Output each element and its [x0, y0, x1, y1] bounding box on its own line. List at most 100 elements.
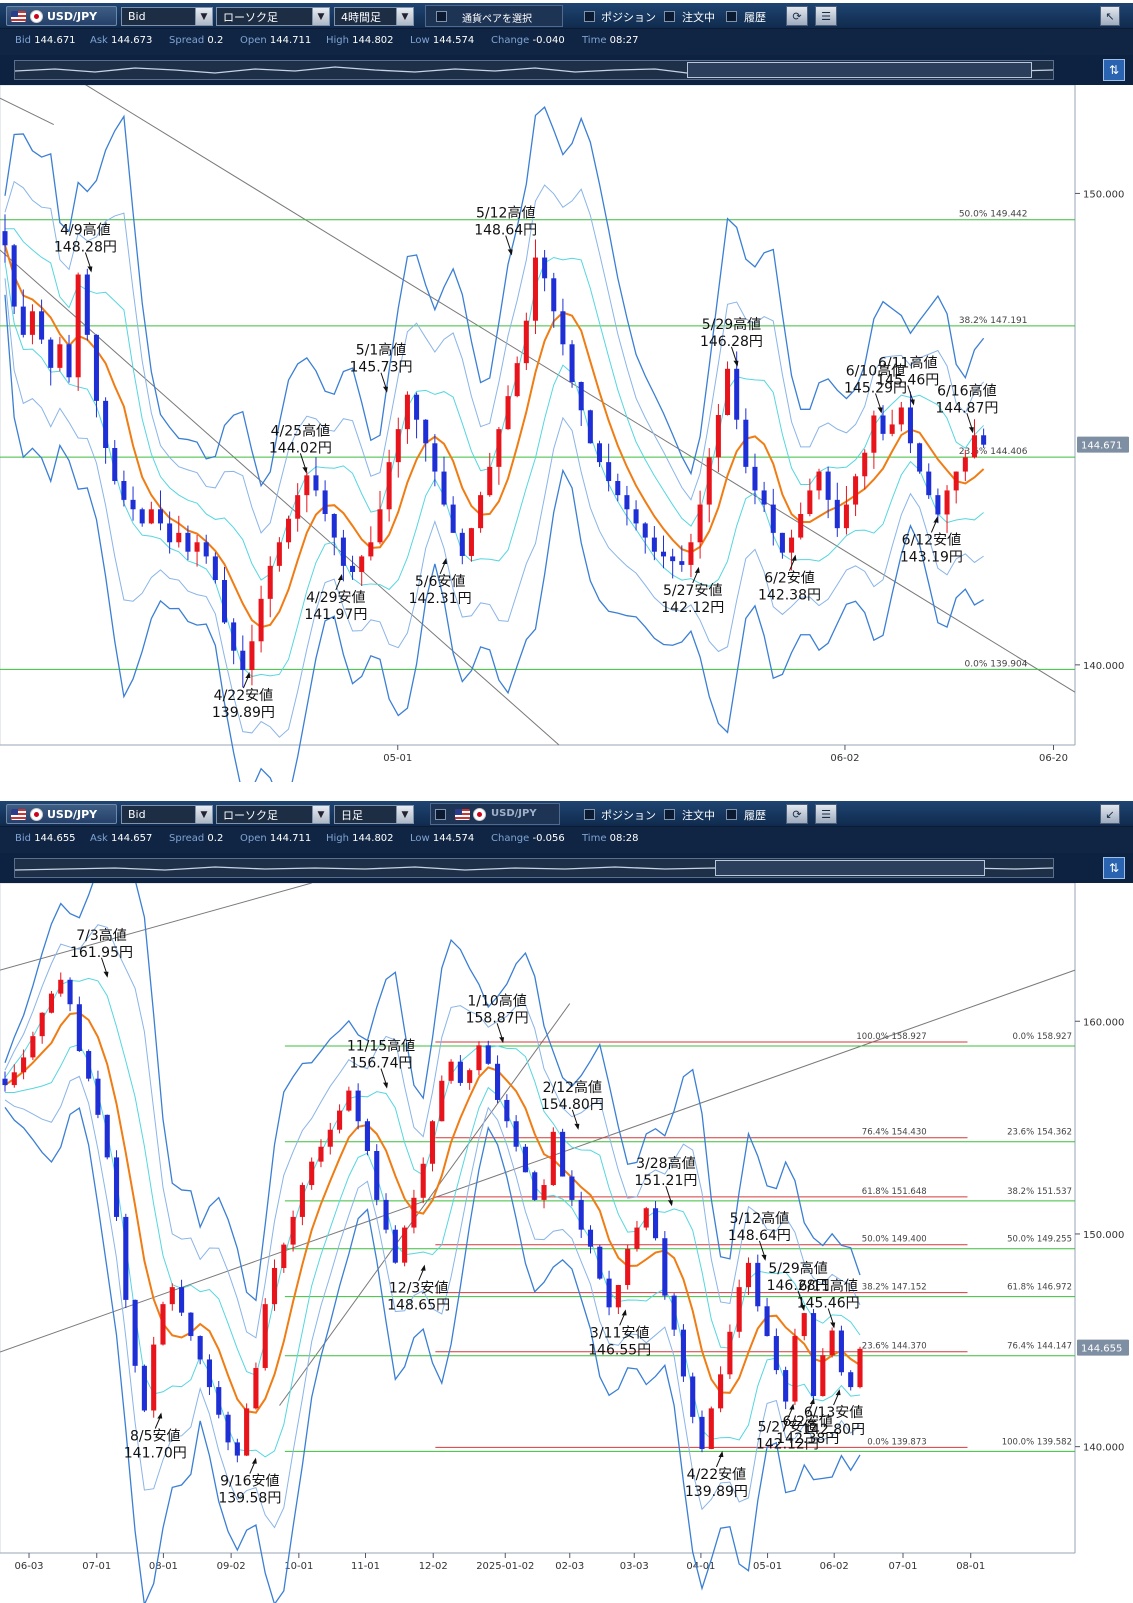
quote-bar: Bid 144.671 Ask 144.673 Spread 0.2 Open …	[0, 29, 1133, 55]
candle-body	[141, 1365, 147, 1411]
current-price-label: 144.671	[1081, 441, 1122, 452]
candle-body	[550, 1131, 556, 1186]
fib-level-label: 0.0% 158.927	[1013, 1032, 1072, 1042]
currency-pair-button[interactable]: USD/JPY	[6, 804, 117, 824]
collapse-button[interactable]: ↖	[1100, 6, 1120, 26]
candle-body	[355, 1090, 361, 1122]
toolbar: USD/JPY Bid ▼ ローソク足 ▼ 4時間足 ▼ 通貨ペアを選択 ポジション …	[0, 3, 1133, 29]
annotation-label: 5/29高値	[702, 316, 761, 333]
candle-body	[203, 542, 209, 557]
candle-body	[801, 1313, 807, 1337]
pair-select-label: USD/JPY	[491, 808, 537, 819]
fib-level-label: 100.0% 139.582	[1002, 1437, 1072, 1447]
pair-select-checkbox[interactable]	[435, 809, 446, 820]
navigator-expand-button[interactable]: ⇅	[1103, 59, 1125, 81]
pair-select-checkbox[interactable]	[436, 11, 447, 22]
candle-body	[337, 1110, 343, 1130]
change-value: -0.040	[532, 35, 565, 46]
candle-body	[779, 532, 785, 553]
low-value: 144.574	[432, 35, 475, 46]
candle-body	[848, 1372, 854, 1388]
annotation-arrowhead	[574, 1123, 580, 1130]
fib-level-label: 50.0% 149.400	[862, 1235, 927, 1245]
history-checkbox[interactable]	[726, 11, 737, 22]
candle-body	[304, 475, 310, 496]
time-navigator[interactable]	[14, 858, 1054, 878]
chart-canvas: 160.000 150.000 140.000 06-03 07-01 08-01 09-0…	[0, 883, 1133, 1603]
navigator-window[interactable]	[715, 860, 985, 876]
x-tick-label: 10-01	[284, 1561, 313, 1572]
moving-average-line	[4, 244, 985, 629]
chart-type-select[interactable]: ローソク足 ▼	[216, 7, 330, 26]
bid-value: 144.655	[34, 833, 76, 844]
candle-body	[350, 565, 356, 572]
currency-pair-button[interactable]: USD/JPY	[6, 6, 117, 26]
navigator-expand-button[interactable]: ⇅	[1103, 857, 1125, 879]
orders-label: 注文中	[682, 11, 715, 24]
refresh-chart-button[interactable]: ⟳	[786, 6, 808, 26]
price-type-select[interactable]: Bid ▼	[121, 805, 213, 824]
annotation-label: 5/27安値	[758, 1420, 817, 1436]
bid-label: Bid	[15, 833, 31, 844]
candle-body	[652, 1208, 659, 1239]
navigator-window[interactable]	[687, 62, 1032, 78]
bollinger-band-3sd	[4, 294, 984, 782]
candle-body	[944, 490, 950, 515]
y-tick-label: 160.000	[1083, 1017, 1124, 1028]
timeframe-select[interactable]: 日足 ▼	[334, 805, 414, 824]
candle-body	[327, 1129, 333, 1147]
chart-settings-button[interactable]: ☰	[815, 804, 837, 824]
x-tick-label: 07-01	[82, 1561, 111, 1572]
timeframe-select[interactable]: 4時間足 ▼	[334, 7, 414, 26]
candle-body	[221, 580, 228, 623]
x-tick-label: 09-02	[217, 1561, 246, 1572]
bollinger-band-1sd	[4, 261, 984, 678]
fib-level-label: 0.0% 139.873	[867, 1437, 926, 1447]
high-value: 144.802	[352, 833, 394, 844]
x-tick-label: 06-02	[820, 1561, 849, 1572]
candle-body	[569, 1176, 575, 1200]
navigator-bar: ⇅	[0, 853, 1133, 883]
candle-body	[441, 471, 447, 505]
candle-body	[523, 320, 529, 364]
jp-flag-icon	[473, 808, 486, 821]
candle-body	[688, 542, 694, 565]
candle-body	[743, 419, 749, 467]
candle-body	[838, 1330, 844, 1373]
bollinger-band-3sd	[4, 883, 861, 1302]
price-type-select[interactable]: Bid ▼	[121, 7, 213, 26]
toolbar: USD/JPY Bid ▼ ローソク足 ▼ 日足 ▼ USD/JPY ポジション 注文…	[0, 801, 1133, 827]
chart-type-select[interactable]: ローソク足 ▼	[216, 805, 330, 824]
candle-body	[309, 1161, 315, 1186]
position-checkbox[interactable]	[584, 11, 595, 22]
candle-body	[359, 556, 365, 572]
annotation-label: 5/12高値	[730, 1210, 789, 1227]
position-label: ポジション	[601, 11, 656, 24]
candle-body	[752, 466, 758, 491]
history-checkbox[interactable]	[726, 809, 737, 820]
pair-select-box[interactable]: USD/JPY	[430, 803, 560, 825]
change-value: -0.056	[532, 833, 565, 844]
candle-body	[271, 1267, 278, 1305]
y-tick-label: 150.000	[1083, 1230, 1124, 1241]
plot-area	[0, 85, 1076, 746]
annotation-label: 6/10高値	[846, 362, 905, 379]
chart-settings-button[interactable]: ☰	[815, 6, 837, 26]
orders-checkbox[interactable]	[664, 11, 675, 22]
position-checkbox[interactable]	[584, 809, 595, 820]
orders-checkbox[interactable]	[664, 809, 675, 820]
candle-body	[734, 368, 740, 420]
refresh-chart-button[interactable]: ⟳	[786, 804, 808, 824]
pair-select-box[interactable]: 通貨ペアを選択	[425, 5, 563, 27]
time-value: 08:28	[609, 833, 639, 844]
time-navigator[interactable]	[14, 60, 1054, 80]
annotation-arrowhead	[718, 1450, 724, 1457]
candle-body	[176, 532, 182, 543]
fib-level-label: 50.0% 149.255	[1007, 1235, 1072, 1245]
annotation-label: 148.64円	[474, 223, 537, 239]
candle-body	[708, 1408, 714, 1449]
candle-body	[798, 514, 804, 538]
annotation-label: 4/25高値	[271, 422, 330, 439]
collapse-button[interactable]: ↙	[1100, 804, 1120, 824]
candle-body	[857, 1348, 863, 1388]
